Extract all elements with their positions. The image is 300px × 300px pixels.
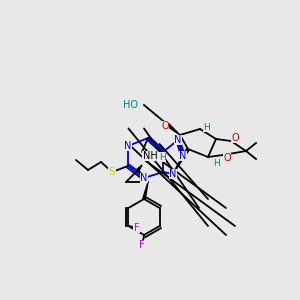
Text: N: N: [174, 135, 182, 145]
Text: H: H: [213, 158, 219, 167]
Text: S: S: [109, 167, 115, 177]
Polygon shape: [143, 182, 148, 199]
Text: N: N: [124, 141, 132, 151]
Text: N: N: [140, 173, 148, 183]
Text: F: F: [134, 223, 139, 233]
Text: F: F: [139, 240, 145, 250]
Polygon shape: [167, 124, 180, 135]
Text: HO: HO: [123, 100, 138, 110]
Text: N: N: [169, 169, 177, 179]
Polygon shape: [137, 165, 142, 171]
Text: H: H: [204, 122, 210, 131]
Text: NH: NH: [142, 151, 158, 161]
Text: N: N: [179, 151, 187, 161]
Polygon shape: [173, 148, 189, 174]
Text: O: O: [231, 133, 239, 143]
Text: O: O: [161, 121, 169, 131]
Text: O: O: [223, 153, 231, 163]
Text: H: H: [159, 152, 165, 161]
